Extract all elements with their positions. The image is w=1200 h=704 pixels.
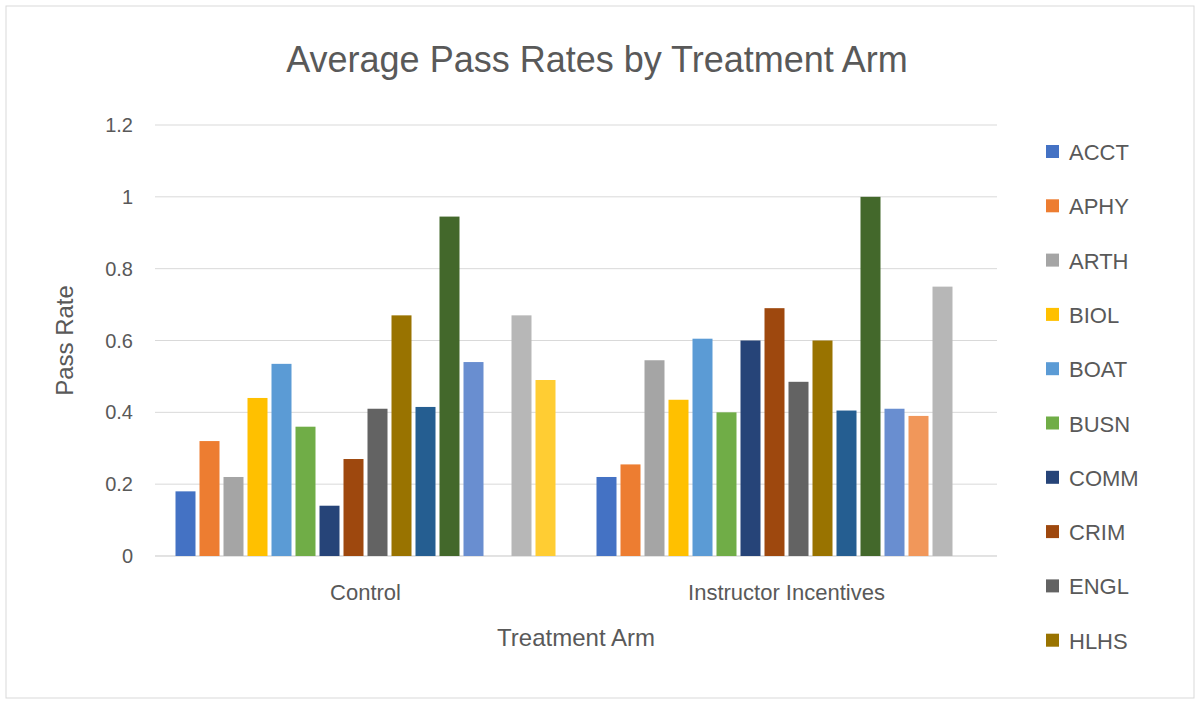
legend-swatch	[1046, 254, 1059, 267]
chart: Average Pass Rates by Treatment Arm 0 0.2 0…	[0, 0, 1200, 704]
legend-label: HLHS	[1069, 629, 1128, 654]
legend-label: ENGL	[1069, 574, 1129, 599]
legend-swatch	[1046, 308, 1059, 321]
legend-swatch	[1046, 579, 1059, 592]
bar	[933, 287, 953, 556]
x-tick-label: Instructor Incentives	[688, 580, 885, 605]
legend: ACCT APHY ARTH BIOL BOAT BUSN COMM CRIM ENGL HLHS	[1046, 140, 1139, 654]
y-tick-label: 1	[122, 186, 133, 208]
y-tick-label: 0.8	[105, 258, 133, 280]
chart-title: Average Pass Rates by Treatment Arm	[286, 39, 908, 80]
bar	[296, 427, 316, 556]
legend-label: ACCT	[1069, 140, 1129, 165]
legend-swatch	[1046, 199, 1059, 212]
bar	[512, 315, 532, 556]
legend-swatch	[1046, 362, 1059, 375]
legend-label: ARTH	[1069, 249, 1129, 274]
bar	[320, 506, 340, 556]
bar	[717, 412, 737, 556]
bar	[416, 407, 436, 556]
bar	[741, 341, 761, 557]
bars	[176, 197, 953, 556]
legend-label: CRIM	[1069, 520, 1125, 545]
legend-label: BUSN	[1069, 412, 1130, 437]
bar	[248, 398, 268, 556]
legend-label: BIOL	[1069, 303, 1119, 328]
bar	[440, 217, 460, 556]
legend-swatch	[1046, 525, 1059, 538]
legend-swatch	[1046, 145, 1059, 158]
bar	[693, 339, 713, 556]
bar	[200, 441, 220, 556]
y-tick-label: 0.6	[105, 330, 133, 352]
legend-swatch	[1046, 417, 1059, 430]
bar	[176, 491, 196, 556]
bar	[765, 308, 785, 556]
y-axis-title: Pass Rate	[51, 285, 78, 396]
bar	[909, 416, 929, 556]
bar	[621, 464, 641, 556]
legend-swatch	[1046, 471, 1059, 484]
legend-label: COMM	[1069, 466, 1139, 491]
bar	[597, 477, 617, 556]
bar	[669, 400, 689, 556]
bar	[645, 360, 665, 556]
chart-frame	[6, 6, 1194, 698]
bar	[368, 409, 388, 556]
legend-label: BOAT	[1069, 357, 1127, 382]
grid-line	[155, 125, 997, 126]
bar	[885, 409, 905, 556]
bar	[224, 477, 244, 556]
y-tick-label: 0.2	[105, 473, 133, 495]
bar	[392, 315, 412, 556]
legend-swatch	[1046, 634, 1059, 647]
bar	[536, 380, 556, 556]
bar	[813, 341, 833, 557]
y-tick-label: 0	[122, 545, 133, 567]
y-tick-label: 0.4	[105, 401, 133, 423]
bar	[789, 382, 809, 556]
legend-label: APHY	[1069, 194, 1129, 219]
bar	[861, 197, 881, 556]
bar	[464, 362, 484, 556]
y-tick-label: 1.2	[105, 114, 133, 136]
bar	[272, 364, 292, 556]
bar	[344, 459, 364, 556]
x-axis-title: Treatment Arm	[497, 624, 655, 651]
bar	[837, 411, 857, 556]
x-tick-label: Control	[330, 580, 401, 605]
